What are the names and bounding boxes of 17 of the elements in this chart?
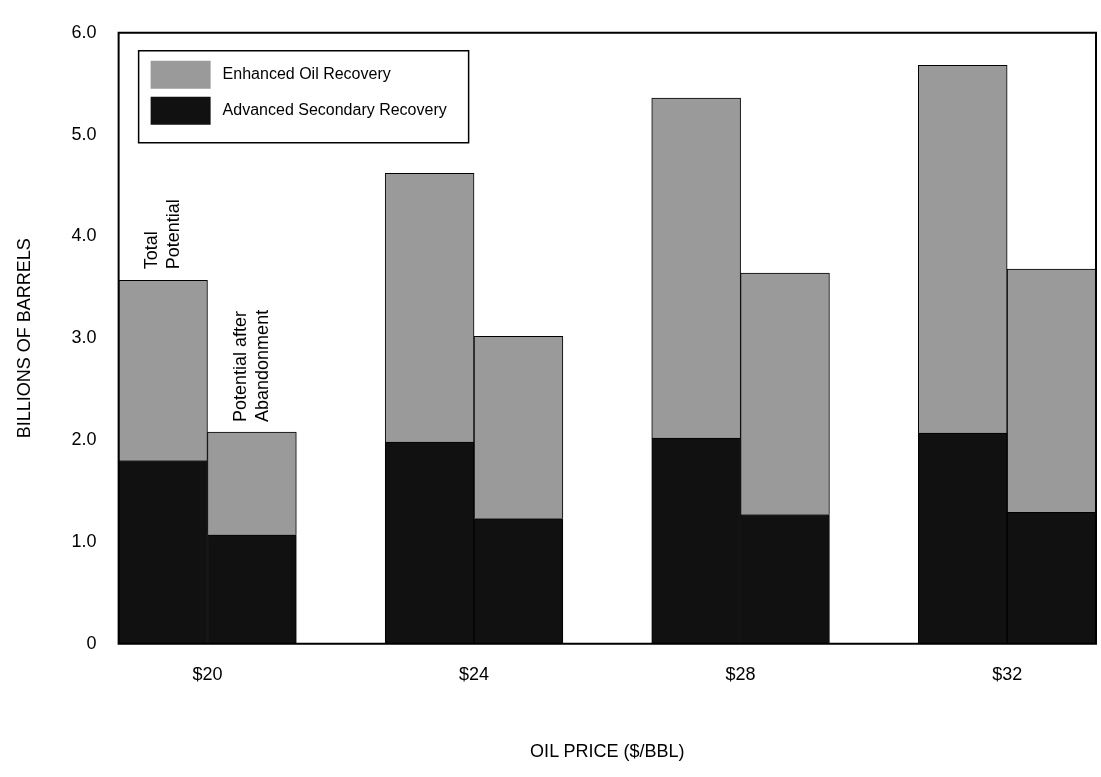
y-tick-label: 1.0 (71, 530, 97, 551)
y-axis-title: BILLIONS OF BARRELS (13, 238, 34, 439)
x-tick-label: $32 (992, 663, 1023, 684)
y-tick-label: 3.0 (71, 327, 97, 348)
legend-label: Advanced Secondary Recovery (222, 101, 447, 119)
y-tick-label: 2.0 (71, 429, 97, 450)
x-axis-title: OIL PRICE ($/BBL) (530, 741, 685, 762)
x-tick-label: $20 (192, 663, 223, 684)
annotation: Potential after Abandonment (229, 309, 272, 422)
y-tick-label: 6.0 (71, 21, 97, 42)
y-tick-label: 0 (86, 632, 97, 653)
annotation: Total Potential (141, 199, 184, 270)
y-tick-label: 5.0 (71, 123, 97, 144)
x-tick-label: $24 (459, 663, 490, 684)
x-tick-label: $28 (725, 663, 756, 684)
y-tick-label: 4.0 (71, 225, 97, 246)
legend-label: Enhanced Oil Recovery (222, 65, 391, 83)
